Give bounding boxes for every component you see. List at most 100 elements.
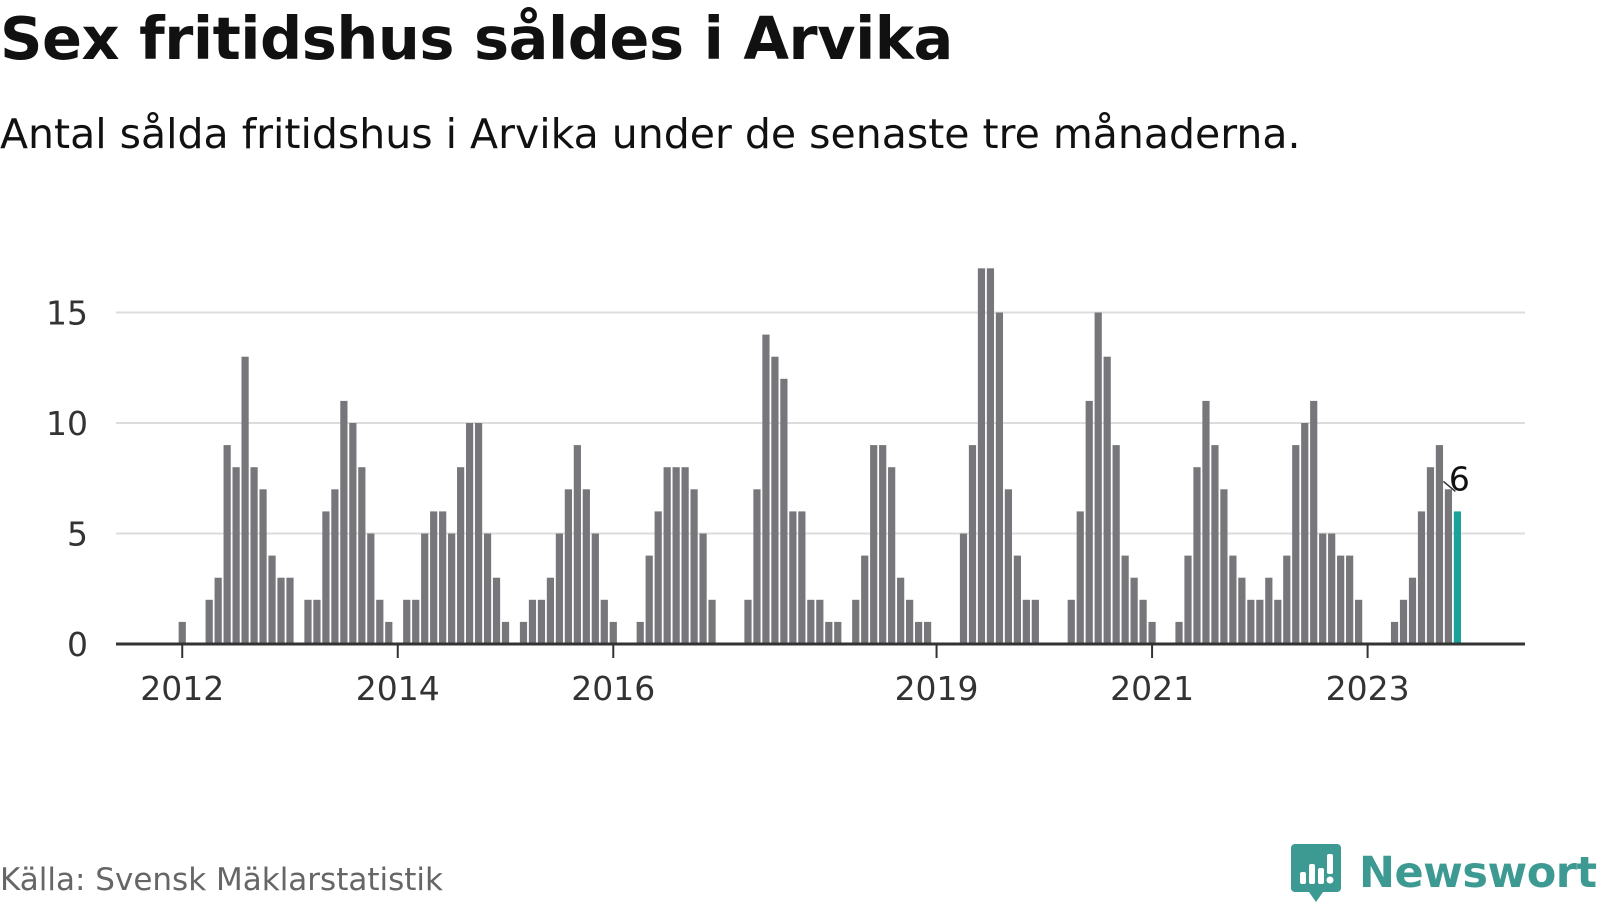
bar — [582, 489, 590, 644]
chart-subtitle: Antal sålda fritidshus i Arvika under de… — [0, 110, 1301, 158]
bar — [1139, 599, 1147, 644]
bar — [923, 621, 932, 644]
bar — [1390, 621, 1399, 644]
bar — [367, 533, 375, 644]
x-tick-label: 2023 — [1326, 669, 1410, 708]
bar — [789, 511, 797, 644]
bar — [645, 555, 653, 644]
bar — [1121, 555, 1129, 644]
bar — [771, 356, 779, 644]
chart-title: Sex fritidshus såldes i Arvika — [0, 4, 953, 73]
bar — [834, 621, 842, 644]
bar — [1435, 445, 1444, 644]
bar — [1238, 577, 1246, 644]
bar — [959, 533, 968, 644]
x-tick-label: 2012 — [140, 669, 224, 708]
bar — [1202, 400, 1210, 644]
bar — [699, 533, 707, 644]
bar — [744, 599, 752, 644]
bar — [1085, 400, 1093, 644]
bar-highlight — [1453, 511, 1461, 644]
bar — [250, 467, 258, 644]
bar — [672, 467, 680, 644]
annotation-leader — [1442, 480, 1456, 492]
bar — [448, 533, 456, 644]
bar — [600, 599, 608, 644]
x-tick-label: 2016 — [571, 669, 655, 708]
bar — [897, 577, 905, 644]
bar — [1283, 555, 1291, 644]
bar — [1355, 599, 1363, 644]
bar — [403, 599, 411, 644]
bar — [268, 555, 276, 644]
bar — [1346, 555, 1354, 644]
bar — [555, 533, 563, 644]
bar — [205, 599, 213, 644]
bar — [564, 489, 572, 644]
bar — [906, 599, 914, 644]
bar — [178, 621, 186, 644]
bar — [223, 445, 231, 644]
bar — [915, 621, 923, 644]
bar — [780, 378, 788, 644]
bar — [1103, 356, 1111, 644]
bar — [349, 423, 357, 644]
bar — [1256, 599, 1264, 644]
bar — [546, 577, 555, 644]
bar — [977, 268, 986, 644]
bar — [1013, 555, 1021, 644]
bar — [519, 621, 528, 644]
bar — [1220, 489, 1228, 644]
bar — [861, 555, 869, 644]
source-note: Källa: Svensk Mäklarstatistik — [0, 862, 443, 898]
bar — [1094, 312, 1102, 644]
bar — [385, 621, 393, 644]
bar — [636, 621, 644, 644]
bar — [1112, 445, 1120, 644]
bar — [1274, 599, 1282, 644]
bar — [825, 621, 833, 644]
bar — [1265, 577, 1273, 644]
bar — [1426, 467, 1435, 644]
x-tick-label: 2014 — [356, 669, 440, 708]
bar — [1310, 400, 1318, 644]
bar — [492, 577, 501, 644]
bar — [762, 334, 770, 644]
bar — [1067, 599, 1075, 644]
bar — [879, 445, 887, 644]
bar — [816, 599, 824, 644]
bar — [690, 489, 698, 644]
bar — [528, 599, 537, 644]
bar — [1247, 599, 1255, 644]
brand-name: Newsworthy — [1359, 848, 1600, 898]
bar — [259, 489, 267, 644]
bar — [358, 467, 366, 644]
brand-logo[interactable]: Newsworthy — [1291, 844, 1600, 902]
bar — [1328, 533, 1336, 644]
bar — [376, 599, 384, 644]
y-tick-label: 10 — [46, 404, 88, 443]
bar — [798, 511, 806, 644]
bar — [1148, 621, 1156, 644]
bar — [1031, 599, 1039, 644]
bar — [1337, 555, 1345, 644]
bar — [1004, 489, 1012, 644]
bar — [591, 533, 599, 644]
bar — [483, 533, 492, 644]
y-tick-label: 0 — [67, 625, 88, 664]
bar — [412, 599, 420, 644]
bar — [1417, 511, 1426, 644]
bar — [1022, 599, 1030, 644]
bar — [474, 423, 483, 644]
bar — [995, 312, 1004, 644]
bar — [968, 445, 977, 644]
y-tick-label: 15 — [46, 294, 88, 333]
bar — [313, 599, 321, 644]
bar — [1184, 555, 1192, 644]
y-tick-label: 5 — [67, 515, 88, 554]
bar — [340, 400, 348, 644]
bar — [277, 577, 285, 644]
bar — [421, 533, 429, 644]
bar — [501, 621, 510, 644]
bar — [870, 445, 878, 644]
